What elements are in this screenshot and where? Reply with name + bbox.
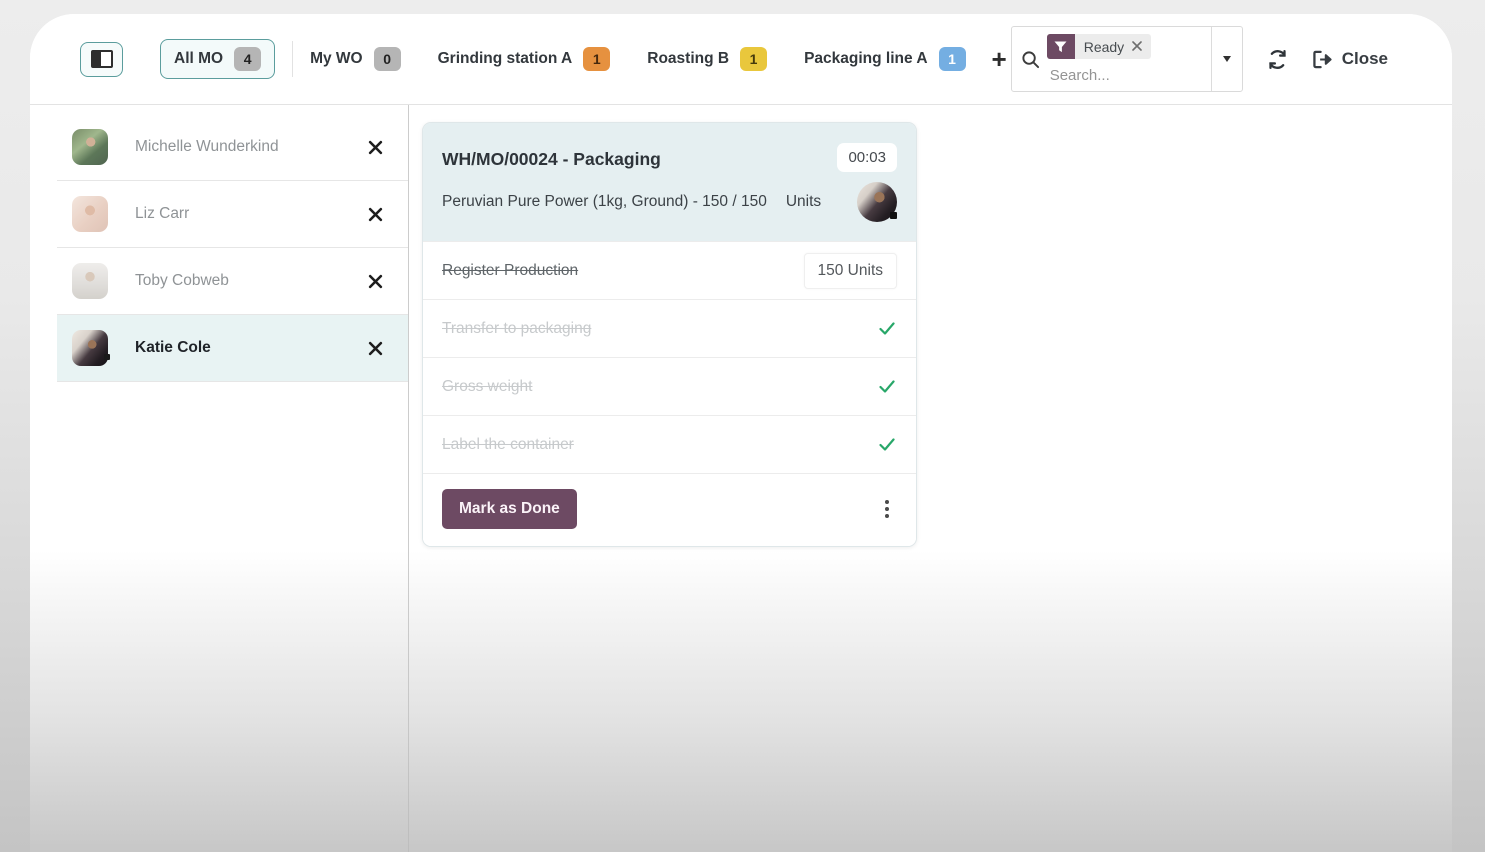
check-icon <box>879 380 897 393</box>
search-dropdown-toggle[interactable] <box>1210 27 1242 91</box>
tab-count-badge: 0 <box>373 47 401 71</box>
timer-badge[interactable]: 00:03 <box>837 143 897 172</box>
tab-label: All MO <box>174 50 224 67</box>
operator-avatar <box>72 196 108 232</box>
topbar: All MO 4 My WO 0 Grinding station A 1 Ro… <box>30 14 1452 105</box>
mo-title: WH/MO/00024 - Packaging <box>442 149 661 169</box>
search-input[interactable] <box>1046 67 1209 84</box>
assignee-avatar[interactable] <box>857 182 897 222</box>
tab-separator <box>292 41 294 77</box>
check-icon <box>879 438 897 451</box>
manufacturing-order-card: WH/MO/00024 - Packaging 00:03 Peruvian P… <box>422 122 917 547</box>
tab-packaging-line-a[interactable]: Packaging line A 1 <box>804 47 966 71</box>
check-icon <box>879 322 897 335</box>
remove-operator-icon[interactable] <box>366 138 385 157</box>
search-input-area: Ready <box>1045 27 1211 91</box>
step-gross-weight[interactable]: Gross weight <box>423 357 916 415</box>
kebab-menu-icon[interactable] <box>877 496 897 522</box>
kanban-area: WH/MO/00024 - Packaging 00:03 Peruvian P… <box>409 105 1452 852</box>
caret-down-icon <box>1222 56 1231 62</box>
filter-funnel-icon <box>1046 34 1075 59</box>
filter-tag-ready[interactable]: Ready <box>1046 34 1152 59</box>
filter-tag-label: Ready <box>1083 38 1125 55</box>
product-line: Peruvian Pure Power (1kg, Ground) - 150 … <box>442 193 767 210</box>
remove-filter-icon[interactable] <box>1132 40 1142 53</box>
mo-card-footer: Mark as Done <box>423 473 916 546</box>
step-label: Transfer to packaging <box>442 319 592 337</box>
step-label: Gross weight <box>442 377 533 395</box>
search-box[interactable]: Ready <box>1010 26 1243 92</box>
operator-name: Michelle Wunderkind <box>135 138 279 155</box>
tab-count-badge: 4 <box>234 47 262 71</box>
tab-grinding-station-a[interactable]: Grinding station A 1 <box>438 47 611 71</box>
panel-left-icon <box>90 50 113 68</box>
step-label: Label the container <box>442 435 574 453</box>
operator-row-liz-carr[interactable]: Liz Carr <box>57 181 408 248</box>
operator-row-michelle-wunderkind[interactable]: Michelle Wunderkind <box>57 114 408 181</box>
operator-row-toby-cobweb[interactable]: Toby Cobweb <box>57 248 408 315</box>
content-area: Michelle Wunderkind Liz Carr Toby Cobweb <box>30 105 1452 852</box>
tab-count-badge: 1 <box>938 47 966 71</box>
operator-name: Toby Cobweb <box>135 272 229 289</box>
operator-avatar <box>72 263 108 299</box>
operator-name: Katie Cole <box>135 339 211 356</box>
app-window: All MO 4 My WO 0 Grinding station A 1 Ro… <box>30 14 1452 852</box>
close-button-label: Close <box>1341 49 1388 68</box>
mo-card-header[interactable]: WH/MO/00024 - Packaging 00:03 Peruvian P… <box>423 123 916 241</box>
tab-count-badge: 1 <box>740 47 768 71</box>
tab-all-mo[interactable]: All MO 4 <box>160 39 276 79</box>
tab-label: Grinding station A <box>437 50 573 67</box>
operator-sidebar: Michelle Wunderkind Liz Carr Toby Cobweb <box>30 105 409 852</box>
tab-roasting-b[interactable]: Roasting B 1 <box>647 47 768 71</box>
tab-my-wo[interactable]: My WO 0 <box>310 47 401 71</box>
sidebar-toggle-button[interactable] <box>80 41 123 77</box>
tab-label: Packaging line A <box>804 50 928 67</box>
tab-count-badge: 1 <box>583 47 611 71</box>
remove-operator-icon[interactable] <box>366 205 385 224</box>
refresh-button[interactable] <box>1267 49 1288 70</box>
tab-label: Roasting B <box>647 50 730 67</box>
quantity-box[interactable]: 150 Units <box>803 252 897 289</box>
product-uom: Units <box>785 193 822 210</box>
filter-tag-body: Ready <box>1074 34 1152 59</box>
mark-as-done-button[interactable]: Mark as Done <box>442 489 577 529</box>
step-label: Register Production <box>442 261 579 279</box>
sign-out-icon <box>1312 50 1332 68</box>
search-icon <box>1012 27 1045 91</box>
step-label-the-container[interactable]: Label the container <box>423 415 916 473</box>
operator-avatar <box>72 129 108 165</box>
operator-name: Liz Carr <box>135 205 190 222</box>
remove-operator-icon[interactable] <box>366 339 385 358</box>
operator-avatar <box>72 330 110 366</box>
step-transfer-to-packaging[interactable]: Transfer to packaging <box>423 299 916 357</box>
step-register-production[interactable]: Register Production 150 Units <box>423 241 916 299</box>
operator-row-katie-cole[interactable]: Katie Cole <box>57 315 408 382</box>
remove-operator-icon[interactable] <box>366 272 385 291</box>
tab-label: My WO <box>310 50 363 67</box>
close-button[interactable]: Close <box>1312 49 1388 69</box>
add-workcenter-button[interactable]: + <box>991 44 1007 74</box>
